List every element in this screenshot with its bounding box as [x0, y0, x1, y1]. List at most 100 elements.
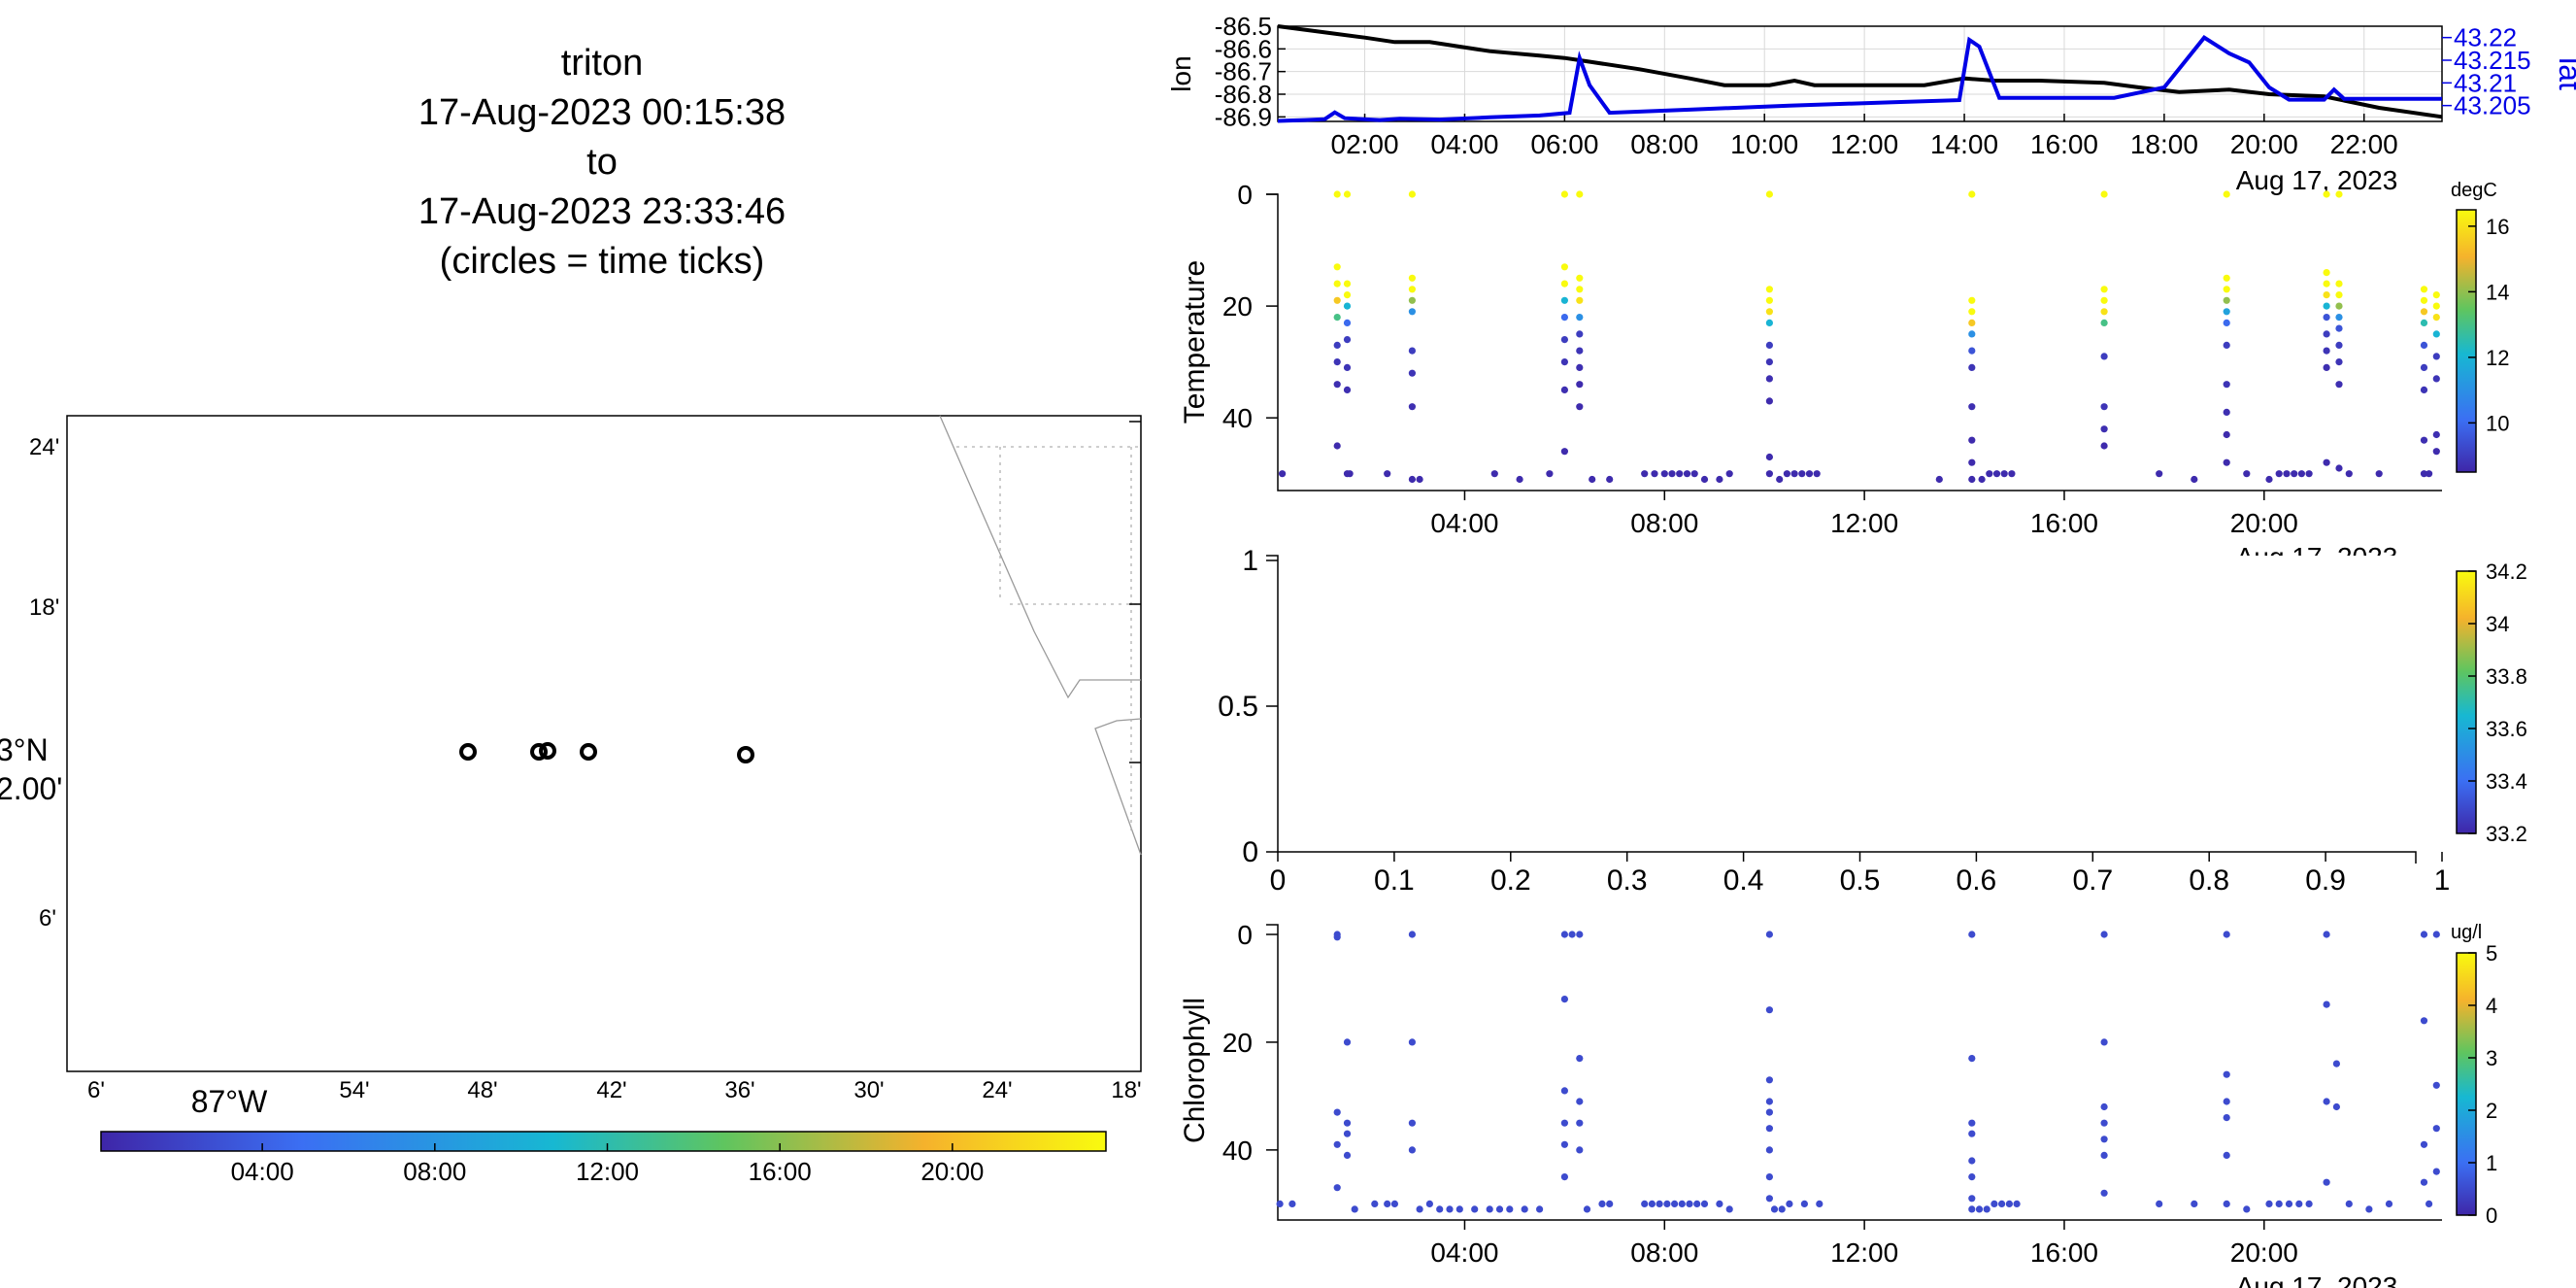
temp-point: [1560, 336, 1568, 344]
chl-point: [1333, 1184, 1341, 1192]
map-grid: [956, 446, 1141, 835]
temp-point: [2100, 319, 2108, 326]
chl-point: [1716, 1200, 1723, 1207]
sal-x-tick-label: 1: [2434, 864, 2451, 897]
chl-point: [1765, 1146, 1773, 1154]
sal-x-tick-label: 0.9: [2305, 864, 2346, 897]
track-time-tick-label: 10:00: [1730, 129, 1798, 159]
chl-point: [1583, 1205, 1591, 1213]
lat-series-line: [1277, 35, 2442, 123]
map-lon-tick: 30': [853, 1077, 884, 1103]
temp-point: [2223, 190, 2230, 198]
chl-point: [1560, 1119, 1568, 1127]
temp-point: [1576, 381, 1584, 389]
lat-tick-label: 43.215: [2454, 46, 2531, 75]
map-lon-label: 87°W: [191, 1084, 268, 1119]
colorbar-tick-label: 16:00: [749, 1157, 812, 1186]
temp-point: [1333, 296, 1341, 304]
track-time-tick-label: 22:00: [2330, 129, 2398, 159]
chl-point: [1521, 1205, 1528, 1213]
temp-point: [1333, 314, 1341, 322]
temp-point: [2323, 314, 2330, 322]
time-tick-circle: [580, 743, 597, 761]
chl-colorbar-tick-label: 4: [2486, 994, 2497, 1018]
temp-point: [2323, 269, 2330, 277]
chl-point: [1765, 1195, 1773, 1203]
lat-axis-label: lat: [2553, 57, 2576, 90]
chl-point: [1560, 1140, 1568, 1148]
chl-point: [1276, 1200, 1284, 1207]
temp-point: [2008, 470, 2016, 478]
temp-point: [1560, 448, 1568, 456]
temp-point: [2335, 190, 2343, 198]
chl-point: [2420, 1017, 2428, 1025]
temp-point: [2432, 330, 2440, 338]
temp-point: [2335, 314, 2343, 322]
temp-point: [2265, 475, 2273, 484]
temp-point: [1660, 470, 1668, 478]
sal-y-tick-label: 0.5: [1218, 691, 1258, 723]
chl-point: [1416, 1205, 1423, 1213]
temp-point: [2323, 190, 2330, 198]
temp-point: [1765, 190, 1773, 198]
temp-point: [2223, 381, 2230, 389]
chl-colorbar-tick-label: 5: [2486, 941, 2497, 966]
sal-colorbar-tick-label: 33.8: [2486, 664, 2527, 689]
chl-point: [2223, 931, 2230, 938]
chl-y-tick-label: 0: [1237, 920, 1253, 950]
temp-point: [2323, 280, 2330, 288]
temp-point: [1408, 369, 1416, 377]
chl-point: [1576, 1055, 1584, 1063]
map-frame-ticks: [1129, 421, 1141, 763]
chl-x-tick-label: 12:00: [1830, 1237, 1898, 1268]
chl-point: [1975, 1205, 1984, 1213]
chl-point: [1700, 1200, 1709, 1207]
temp-point: [1935, 475, 1943, 484]
chl-x-tick-label: 08:00: [1630, 1237, 1698, 1268]
title-note: (circles = time ticks): [439, 241, 765, 282]
temp-point: [2305, 470, 2313, 478]
sal-x-tick-label: 0.7: [2072, 864, 2113, 897]
chl-point: [2432, 1125, 2440, 1133]
temp-point: [2420, 286, 2428, 293]
chl-point: [2223, 1098, 2230, 1105]
chl-point: [1455, 1205, 1463, 1213]
temp-point: [1408, 286, 1416, 293]
chl-point: [1471, 1205, 1479, 1213]
temp-point: [1384, 470, 1391, 478]
chl-point: [1671, 1200, 1679, 1207]
chl-point: [1333, 1108, 1341, 1116]
temp-y-tick-label: 40: [1222, 403, 1253, 433]
map-lon-tick: 36': [724, 1077, 754, 1103]
temp-point: [1576, 296, 1584, 304]
temp-point: [1606, 475, 1614, 484]
temp-y-tick-label: 20: [1222, 291, 1253, 322]
temp-point: [2335, 341, 2343, 349]
chl-point: [1288, 1200, 1296, 1207]
chl-point: [2365, 1205, 2373, 1213]
temp-point: [1765, 286, 1773, 293]
temp-point: [2275, 470, 2283, 478]
temp-point: [1765, 319, 1773, 326]
temperature-scatter-points: [1279, 190, 2440, 484]
temp-point: [2420, 363, 2428, 371]
track-time-tick-label: 08:00: [1630, 129, 1698, 159]
temp-point: [1992, 470, 2001, 478]
sal-colorbar-tick-label: 34: [2486, 612, 2509, 636]
sal-x-tick-label: 0.8: [2189, 864, 2229, 897]
temp-point: [1986, 470, 1993, 478]
chl-colorbar-tick-label: 0: [2486, 1203, 2497, 1228]
sal-colorbar-tick-label: 33.2: [2486, 822, 2527, 846]
temp-colorbar-tick-label: 12: [2486, 346, 2509, 370]
chl-point: [2432, 931, 2440, 938]
temp-point: [2000, 470, 2008, 478]
temp-point: [1333, 358, 1341, 366]
colorbar-tick-label: 08:00: [403, 1157, 466, 1186]
map-lon-tick: 6': [87, 1077, 105, 1103]
temp-point: [1765, 453, 1773, 461]
chl-point: [1991, 1200, 1998, 1207]
time-tick-circle: [530, 743, 548, 761]
temp-point: [1589, 475, 1596, 484]
